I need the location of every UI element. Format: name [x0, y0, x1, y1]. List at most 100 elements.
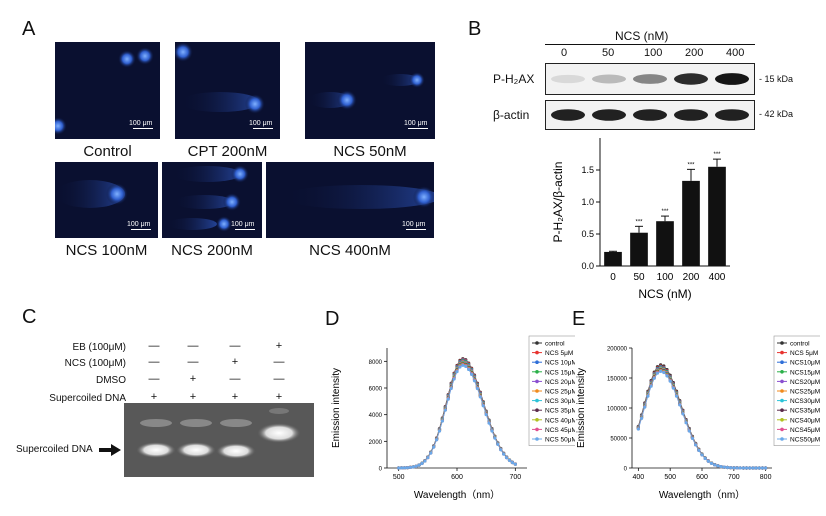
y-axis-title: P-H₂AX/β-actin [551, 162, 565, 243]
significance-mark: *** [635, 219, 643, 225]
legend-swatch-marker [780, 370, 784, 374]
data-point [513, 462, 517, 466]
x-axis-title: Wavelength（nm） [659, 489, 745, 501]
legend-swatch-marker [780, 427, 784, 432]
data-point [481, 404, 485, 408]
data-point [687, 429, 691, 433]
comet-image [55, 47, 154, 135]
data-point [502, 452, 506, 456]
legend-label: NCS 25μM [545, 389, 575, 396]
blot-band [674, 73, 708, 85]
data-point [729, 466, 733, 470]
blot-band [715, 73, 749, 85]
sign-dna-3: + [231, 391, 239, 403]
legend-swatch-marker [535, 370, 539, 374]
data-point [411, 465, 415, 469]
y-tick-label: 150000 [607, 377, 628, 383]
data-point [429, 451, 433, 455]
y-tick-label: 0 [379, 467, 383, 473]
data-point [719, 465, 723, 469]
data-point [426, 456, 430, 460]
legend-label: NCS15μM [790, 369, 820, 376]
legend-swatch-marker [780, 398, 784, 403]
conc-100: 100 [644, 47, 663, 59]
row-label-dmso: DMSO [96, 375, 126, 386]
western-blot-ph2ax [545, 63, 755, 95]
micrograph-ncs-50nm: 100 μm [305, 42, 435, 139]
data-point [408, 465, 412, 470]
legend-label: NCS45μM [790, 427, 820, 434]
series-line [398, 358, 516, 469]
data-point [646, 394, 650, 398]
legend-label: NCS 5μM [790, 350, 818, 357]
legend-swatch-marker [535, 427, 539, 432]
legend-swatch-marker [535, 437, 539, 441]
data-point [446, 397, 450, 401]
row-label-ncs: NCS (100μM) [64, 358, 126, 369]
x-tick-label: 200 [683, 272, 700, 283]
legend-label: NCS10μM [790, 360, 820, 367]
bar [604, 251, 622, 266]
data-point [713, 463, 717, 467]
y-tick-label: 50000 [610, 437, 627, 443]
x-axis-title: NCS (nM) [638, 287, 691, 301]
data-point [467, 367, 471, 372]
panel-d-label: D [325, 308, 340, 330]
data-point [417, 463, 421, 467]
caption-ncs-400nm: NCS 400nM [309, 242, 391, 259]
data-point [461, 363, 465, 367]
data-point [668, 379, 672, 383]
data-point [478, 395, 482, 399]
caption-control: Control [83, 143, 132, 160]
comet-image [175, 42, 265, 114]
legend-label: control [545, 341, 565, 348]
legend-label: NCS 40μM [545, 417, 575, 424]
y-axis-title: Emission intensity [331, 368, 342, 448]
y-axis-title: Emission intensity [576, 368, 587, 448]
micrograph-ncs-400nm: 100 μm [266, 162, 434, 238]
x-tick-label: 400 [709, 272, 726, 283]
legend-swatch-marker [535, 360, 539, 364]
data-point [405, 466, 410, 470]
legend-label: NCS 35μM [545, 408, 575, 415]
y-tick-label: 4000 [369, 413, 383, 419]
data-point [681, 412, 685, 416]
legend-label: NCS 5μM [545, 350, 573, 357]
legend-swatch-marker [535, 350, 539, 355]
arrow-label-supercoiled: Supercoiled DNA [16, 444, 93, 455]
legend-swatch-marker [780, 418, 784, 422]
series-line [398, 362, 516, 469]
legend-swatch-marker [535, 418, 539, 422]
concentration-labels: 0 50 100 200 400 [545, 47, 755, 61]
data-point [674, 394, 679, 398]
scale-bar-label: 100 μm [231, 221, 255, 228]
data-point [434, 438, 439, 442]
data-point [649, 384, 653, 388]
sign-dmso-2: + [189, 373, 197, 385]
data-point [452, 377, 456, 381]
data-point [414, 464, 418, 468]
bar [682, 180, 700, 266]
data-point [475, 386, 480, 391]
legend-label: NCS 10μM [545, 360, 575, 367]
kda-15: - 15 kDa [759, 74, 794, 84]
panel-a-label: A [22, 18, 36, 40]
bar [630, 232, 648, 266]
series-line [398, 359, 516, 469]
data-point [671, 386, 675, 390]
micrograph-ncs-200nm: 100 μm [162, 162, 262, 238]
sign-dna-2: + [189, 391, 197, 403]
blot-bands [551, 109, 749, 121]
blot-band [592, 109, 626, 121]
data-point [510, 461, 515, 465]
x-tick-label: 700 [728, 474, 740, 481]
data-point [716, 464, 720, 468]
panel-e-label: E [572, 308, 586, 330]
western-blot-beta-actin [545, 100, 755, 130]
y-tick-label: 200000 [607, 347, 628, 353]
scale-bar-label: 100 μm [404, 120, 428, 127]
data-point [690, 436, 695, 441]
legend-label: NCS 45μM [545, 427, 575, 434]
row-label-eb: EB (100μM) [72, 342, 126, 353]
legend-swatch-marker [535, 398, 539, 403]
